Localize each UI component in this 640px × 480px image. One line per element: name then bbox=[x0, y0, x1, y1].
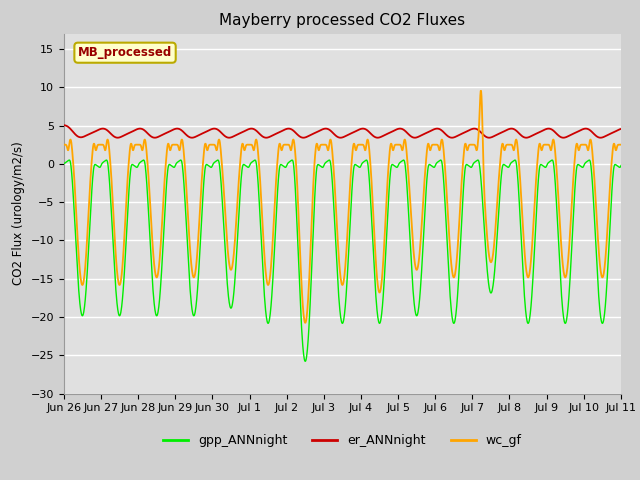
Y-axis label: CO2 Flux (urology/m2/s): CO2 Flux (urology/m2/s) bbox=[12, 142, 25, 286]
Title: Mayberry processed CO2 Fluxes: Mayberry processed CO2 Fluxes bbox=[220, 13, 465, 28]
Legend: gpp_ANNnight, er_ANNnight, wc_gf: gpp_ANNnight, er_ANNnight, wc_gf bbox=[158, 429, 527, 452]
Text: MB_processed: MB_processed bbox=[78, 46, 172, 59]
